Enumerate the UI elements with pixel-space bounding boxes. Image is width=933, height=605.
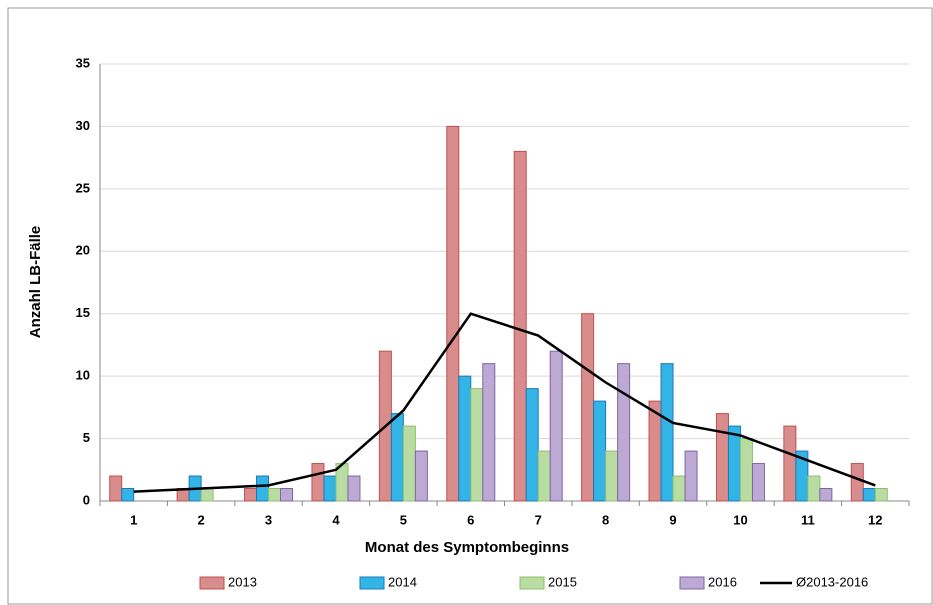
x-axis-title: Monat des Symptombeginns [365, 539, 569, 556]
bar [874, 488, 888, 502]
bar [121, 488, 135, 502]
bar [323, 475, 337, 502]
frame [7, 7, 933, 605]
bar [751, 463, 765, 502]
y-tick-label: 25 [76, 180, 90, 195]
bar [268, 488, 282, 502]
x-tick-label: 5 [400, 512, 407, 527]
x-tick-label: 3 [265, 512, 272, 527]
bar [482, 363, 496, 502]
bar [402, 425, 416, 502]
y-tick-label: 20 [76, 243, 90, 258]
bar [672, 475, 686, 502]
bar [513, 150, 527, 502]
bar [605, 450, 619, 502]
x-tick-label: 9 [669, 512, 676, 527]
y-tick-label: 10 [76, 368, 90, 383]
bar [819, 488, 833, 502]
bar [739, 438, 753, 502]
bar [581, 313, 595, 502]
bar [311, 463, 325, 502]
bar [862, 488, 876, 502]
legend-label: 2016 [708, 574, 737, 589]
bar [347, 475, 361, 502]
legend-swatch [679, 576, 705, 590]
bar [525, 388, 539, 502]
bar [200, 488, 214, 502]
x-tick-label: 8 [602, 512, 609, 527]
bar [593, 400, 607, 502]
bar [684, 450, 698, 502]
legend-swatch [199, 576, 225, 590]
y-tick-label: 15 [76, 305, 90, 320]
bar [458, 375, 472, 502]
x-tick-label: 12 [868, 512, 882, 527]
bar [783, 425, 797, 502]
bar [414, 450, 428, 502]
bar [244, 488, 258, 502]
bar [390, 413, 404, 502]
x-tick-label: 10 [733, 512, 747, 527]
bar [807, 475, 821, 502]
bar [470, 388, 484, 502]
average-line [133, 312, 876, 493]
x-tick-label: 6 [467, 512, 474, 527]
legend-label: 2014 [388, 574, 417, 589]
x-tick-label: 7 [535, 512, 542, 527]
x-tick-label: 1 [130, 512, 137, 527]
y-tick-label: 0 [83, 492, 90, 507]
bar [537, 450, 551, 502]
legend-swatch [359, 576, 385, 590]
x-tick-label: 11 [801, 512, 815, 527]
bar [715, 413, 729, 502]
y-tick-label: 35 [76, 55, 90, 70]
y-tick-label: 5 [83, 430, 90, 445]
x-tick-label: 2 [198, 512, 205, 527]
x-tick-label: 4 [332, 512, 340, 527]
legend-swatch [519, 576, 545, 590]
bar [617, 363, 631, 502]
bar [727, 425, 741, 502]
bar [256, 475, 270, 502]
bar [549, 350, 563, 502]
legend-label: Ø2013-2016 [796, 574, 868, 589]
legend-label: 2015 [548, 574, 577, 589]
y-tick-label: 30 [76, 118, 90, 133]
bar [850, 463, 864, 502]
bar [109, 475, 123, 502]
y-axis-title: Anzahl LB-Fälle [27, 226, 44, 339]
legend-label: 2013 [228, 574, 257, 589]
bar [660, 363, 674, 502]
bar [446, 125, 460, 502]
bar [280, 488, 294, 502]
